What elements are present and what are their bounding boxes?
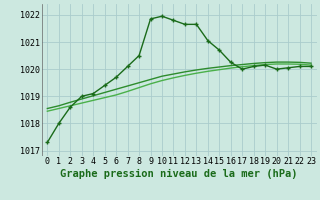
X-axis label: Graphe pression niveau de la mer (hPa): Graphe pression niveau de la mer (hPa) (60, 169, 298, 179)
